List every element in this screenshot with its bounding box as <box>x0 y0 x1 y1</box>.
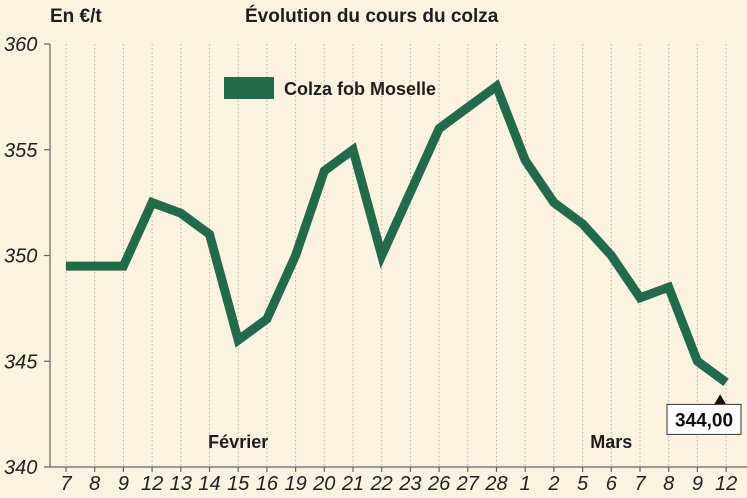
y-axis-unit-label: En €/t <box>50 6 102 27</box>
x-tick-label: 14 <box>198 473 220 495</box>
series-line <box>66 79 729 387</box>
legend-label: Colza fob Moselle <box>284 79 436 99</box>
x-tick-label: 8 <box>89 473 100 495</box>
series-group <box>65 79 729 387</box>
x-tick-label: 7 <box>60 473 72 495</box>
callout-box <box>666 403 742 435</box>
legend: Colza fob Moselle <box>224 77 436 99</box>
x-tick-label: 1 <box>520 473 531 495</box>
y-tick-label: 355 <box>4 140 38 162</box>
x-tick-label: 19 <box>284 473 306 495</box>
x-tick-label: 5 <box>577 473 589 495</box>
y-tick-label: 340 <box>4 457 37 479</box>
x-tick-label: 8 <box>663 473 674 495</box>
x-tick-label: 12 <box>141 473 163 495</box>
x-tick-label: 22 <box>370 473 393 495</box>
x-tick-label: 9 <box>118 473 129 495</box>
grid-lines <box>65 44 727 467</box>
month-label: Mars <box>590 432 632 452</box>
legend-swatch <box>224 77 274 99</box>
chart-title: Évolution du cours du colza <box>245 5 499 27</box>
callout-pointer <box>714 394 727 405</box>
x-tick-label: 6 <box>606 473 618 495</box>
x-tick-label: 7 <box>634 473 646 495</box>
x-axis-ticks: 7 8 9 12 13 14 15 16 19 20 21 22 23 26 27 28 1 2 5 6 7 8 9 12 <box>60 467 737 495</box>
callout-value-label: 344,00 <box>675 410 733 431</box>
x-tick-label: 16 <box>256 473 279 495</box>
x-tick-label: 23 <box>398 473 421 495</box>
x-tick-label: 26 <box>427 473 451 495</box>
x-tick-label: 21 <box>341 473 364 495</box>
month-label: Février <box>208 432 268 452</box>
x-tick-label: 20 <box>312 473 335 495</box>
y-tick-label: 345 <box>4 351 38 373</box>
x-tick-label: 28 <box>484 473 507 495</box>
x-tick-label: 12 <box>715 473 737 495</box>
x-tick-label: 9 <box>692 473 703 495</box>
month-labels: Février Mars <box>208 432 632 452</box>
y-axis-ticks: 340 345 350 355 360 <box>4 34 50 479</box>
axes <box>49 44 747 468</box>
y-tick-label: 360 <box>4 34 37 56</box>
last-value-callout: 344,00 <box>666 394 742 435</box>
x-tick-label: 27 <box>456 473 480 495</box>
x-tick-label: 15 <box>227 473 250 495</box>
x-tick-label: 13 <box>170 473 192 495</box>
y-tick-label: 350 <box>4 246 37 268</box>
x-tick-label: 2 <box>547 473 559 495</box>
